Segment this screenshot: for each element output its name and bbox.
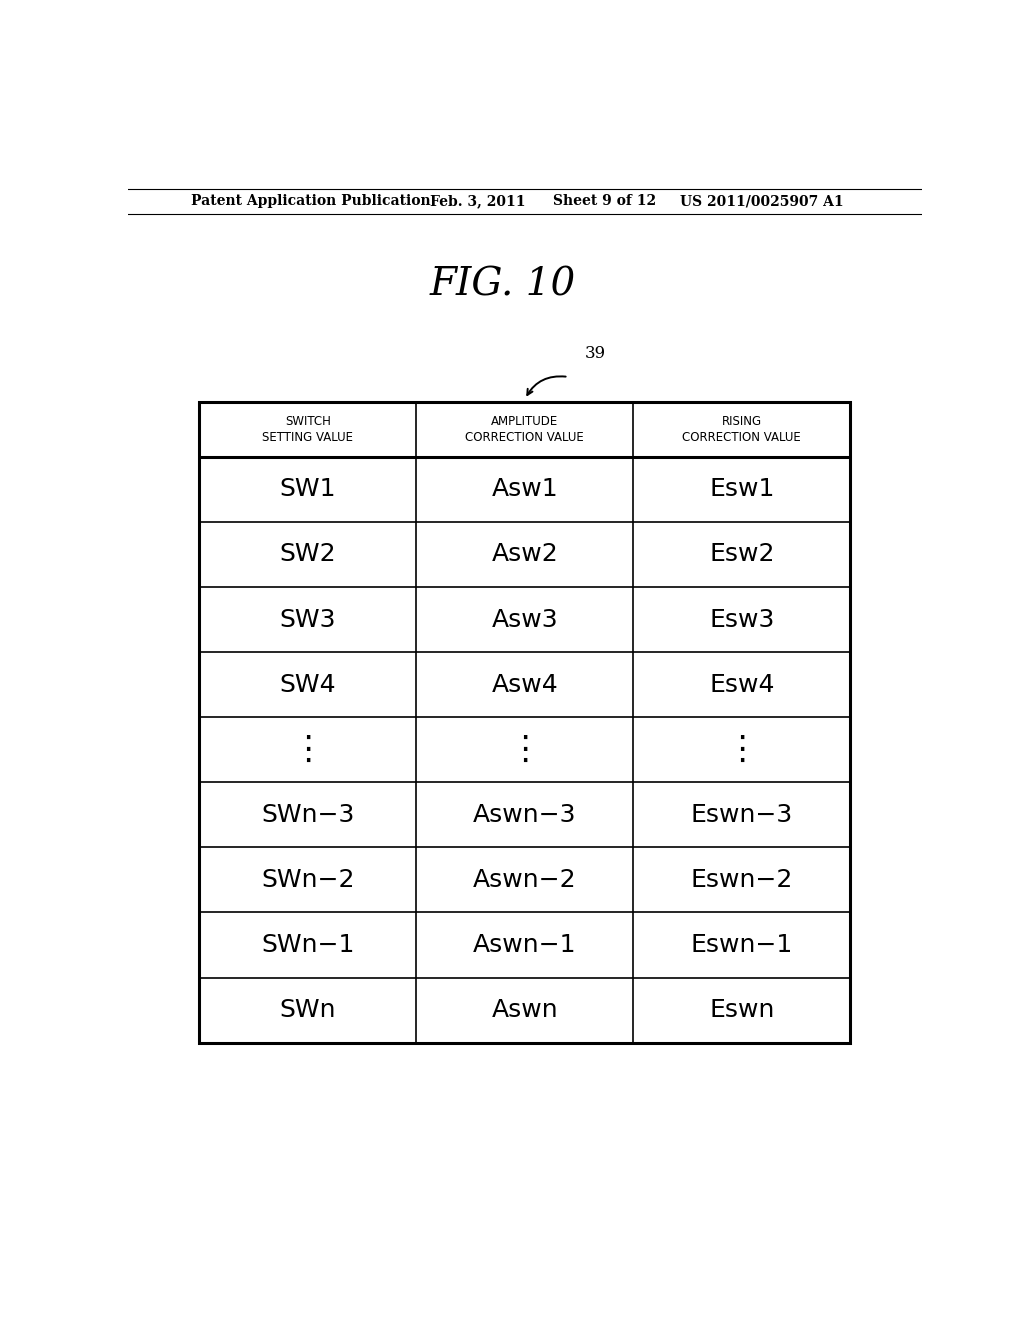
Text: Eswn−1: Eswn−1 bbox=[691, 933, 793, 957]
Text: US 2011/0025907 A1: US 2011/0025907 A1 bbox=[680, 194, 843, 209]
Text: FIG. 10: FIG. 10 bbox=[430, 267, 575, 304]
Text: Eswn−3: Eswn−3 bbox=[691, 803, 793, 826]
Text: SW4: SW4 bbox=[280, 673, 336, 697]
Text: SW3: SW3 bbox=[280, 607, 336, 631]
Text: Aswn: Aswn bbox=[492, 998, 558, 1022]
Text: Asw2: Asw2 bbox=[492, 543, 558, 566]
Text: Esw1: Esw1 bbox=[710, 478, 774, 502]
Text: Asw3: Asw3 bbox=[492, 607, 558, 631]
Text: Asw1: Asw1 bbox=[492, 478, 558, 502]
Text: SWn−3: SWn−3 bbox=[261, 803, 354, 826]
Text: Feb. 3, 2011: Feb. 3, 2011 bbox=[430, 194, 525, 209]
Text: ⋮: ⋮ bbox=[508, 733, 542, 766]
Bar bbox=[200, 403, 850, 1043]
Text: RISING
CORRECTION VALUE: RISING CORRECTION VALUE bbox=[682, 414, 801, 444]
Text: SWn: SWn bbox=[280, 998, 336, 1022]
Text: SWITCH
SETTING VALUE: SWITCH SETTING VALUE bbox=[262, 414, 353, 444]
Text: Aswn−2: Aswn−2 bbox=[473, 869, 577, 892]
Text: AMPLITUDE
CORRECTION VALUE: AMPLITUDE CORRECTION VALUE bbox=[466, 414, 584, 444]
Text: SWn−1: SWn−1 bbox=[261, 933, 354, 957]
Text: Patent Application Publication: Patent Application Publication bbox=[191, 194, 431, 209]
Text: Esw2: Esw2 bbox=[709, 543, 774, 566]
Text: Aswn−3: Aswn−3 bbox=[473, 803, 577, 826]
Text: Asw4: Asw4 bbox=[492, 673, 558, 697]
Text: ⋮: ⋮ bbox=[291, 733, 325, 766]
Text: Esw3: Esw3 bbox=[710, 607, 774, 631]
Text: 39: 39 bbox=[585, 345, 605, 362]
Text: ⋮: ⋮ bbox=[725, 733, 759, 766]
Text: Sheet 9 of 12: Sheet 9 of 12 bbox=[553, 194, 655, 209]
Text: Aswn−1: Aswn−1 bbox=[473, 933, 577, 957]
Text: Eswn−2: Eswn−2 bbox=[690, 869, 793, 892]
Text: SWn−2: SWn−2 bbox=[261, 869, 354, 892]
Text: Eswn: Eswn bbox=[710, 998, 774, 1022]
Text: Esw4: Esw4 bbox=[709, 673, 774, 697]
Text: SW2: SW2 bbox=[280, 543, 336, 566]
Text: SW1: SW1 bbox=[280, 478, 336, 502]
